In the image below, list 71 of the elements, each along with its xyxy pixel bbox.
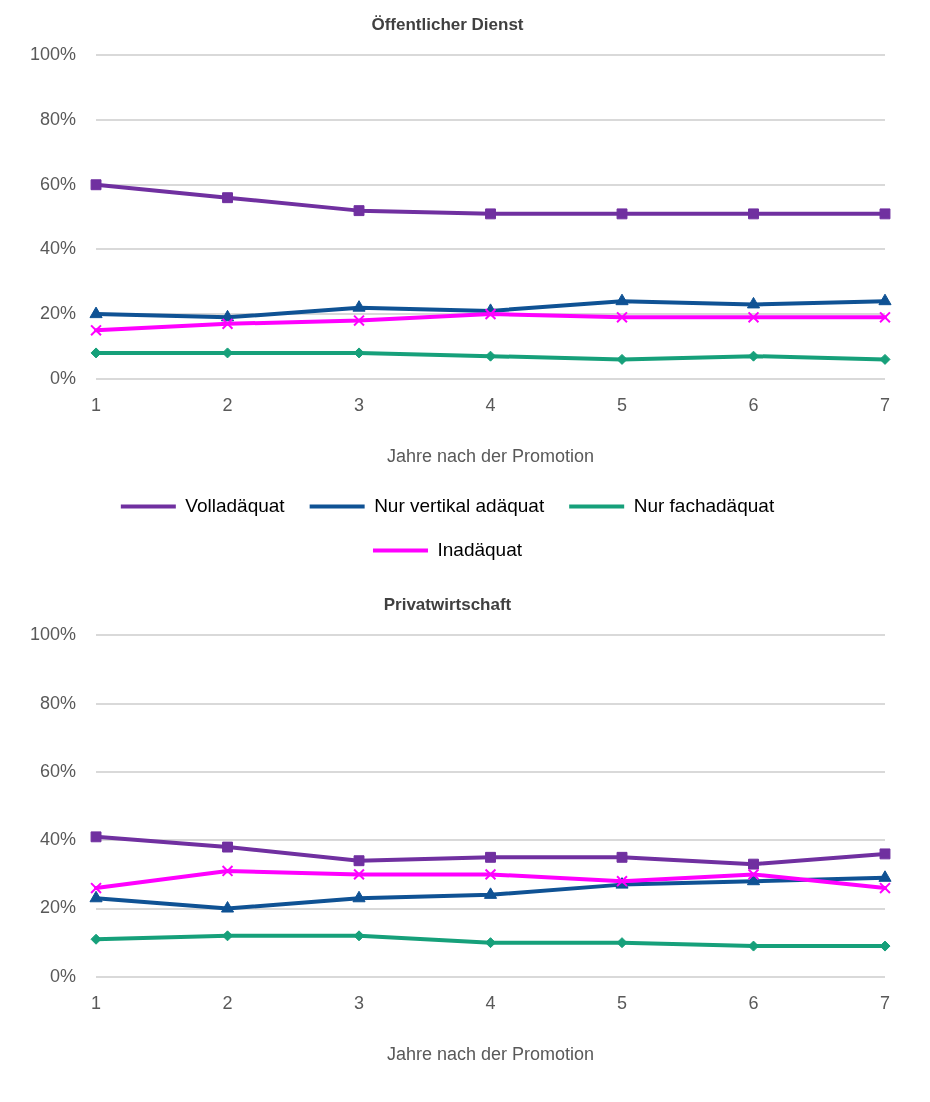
point (89, 306, 103, 319)
point (615, 293, 629, 306)
x-tick-label: 5 (617, 992, 628, 1013)
chart-title: Privatwirtschaft (383, 594, 512, 614)
x-tick-label: 6 (748, 992, 759, 1013)
point (879, 848, 891, 860)
y-tick-label: 20% (40, 897, 77, 918)
point (222, 841, 233, 853)
x-tick-label: 7 (879, 992, 891, 1013)
x-tick-label: 5 (617, 394, 628, 415)
point (485, 208, 496, 220)
point (748, 208, 759, 220)
point (90, 831, 102, 843)
point (879, 208, 891, 220)
point (748, 858, 759, 870)
point (353, 205, 365, 217)
x-tick-label: 3 (354, 394, 365, 415)
point (89, 890, 103, 903)
point (879, 882, 891, 894)
point (352, 890, 366, 903)
point (483, 887, 498, 899)
point (353, 868, 365, 881)
y-tick-label: 40% (40, 238, 77, 259)
legend-label: Volladäquat (185, 494, 286, 516)
y-tick-label: 80% (40, 692, 77, 713)
y-tick-label: 100% (29, 624, 77, 645)
point (616, 851, 628, 863)
x-tick-label: 6 (748, 394, 759, 415)
point (616, 311, 628, 324)
point (485, 851, 496, 863)
x-tick-label: 3 (354, 992, 365, 1013)
point (222, 192, 233, 204)
point (746, 296, 761, 309)
point (90, 324, 102, 337)
y-tick-label: 0% (50, 367, 77, 388)
point (353, 855, 365, 867)
x-tick-label: 1 (91, 394, 102, 415)
legend-label: Inadäquat (437, 538, 523, 560)
x-axis-title: Jahre nach der Promotion (386, 1044, 595, 1065)
legend-label: Nur vertikal adäquat (374, 494, 545, 516)
point (90, 882, 102, 894)
point (220, 901, 235, 913)
legend-label: Nur fachadäquat (633, 494, 775, 516)
x-tick-label: 4 (485, 992, 496, 1013)
y-tick-label: 80% (40, 109, 77, 130)
point (352, 300, 366, 312)
x-tick-label: 2 (222, 394, 233, 415)
x-axis-title: Jahre nach der Promotion (386, 446, 595, 467)
point (878, 293, 892, 306)
x-tick-label: 2 (222, 992, 233, 1013)
x-tick-label: 1 (91, 992, 102, 1013)
y-tick-label: 60% (40, 760, 77, 781)
point (747, 311, 760, 324)
point (878, 870, 892, 882)
point (484, 868, 497, 881)
y-tick-label: 20% (40, 303, 77, 324)
chart-title: Öffentlicher Dienst (371, 14, 524, 34)
point (747, 868, 760, 881)
y-tick-label: 100% (29, 44, 77, 65)
point (221, 317, 234, 330)
point (879, 311, 891, 324)
x-tick-label: 4 (485, 394, 496, 415)
x-tick-label: 7 (879, 394, 891, 415)
point (616, 208, 628, 220)
y-tick-label: 60% (40, 173, 77, 194)
point (90, 179, 102, 191)
point (221, 865, 234, 877)
point (353, 314, 365, 327)
point (484, 308, 497, 321)
y-tick-label: 0% (50, 965, 77, 986)
y-tick-label: 40% (40, 829, 77, 850)
